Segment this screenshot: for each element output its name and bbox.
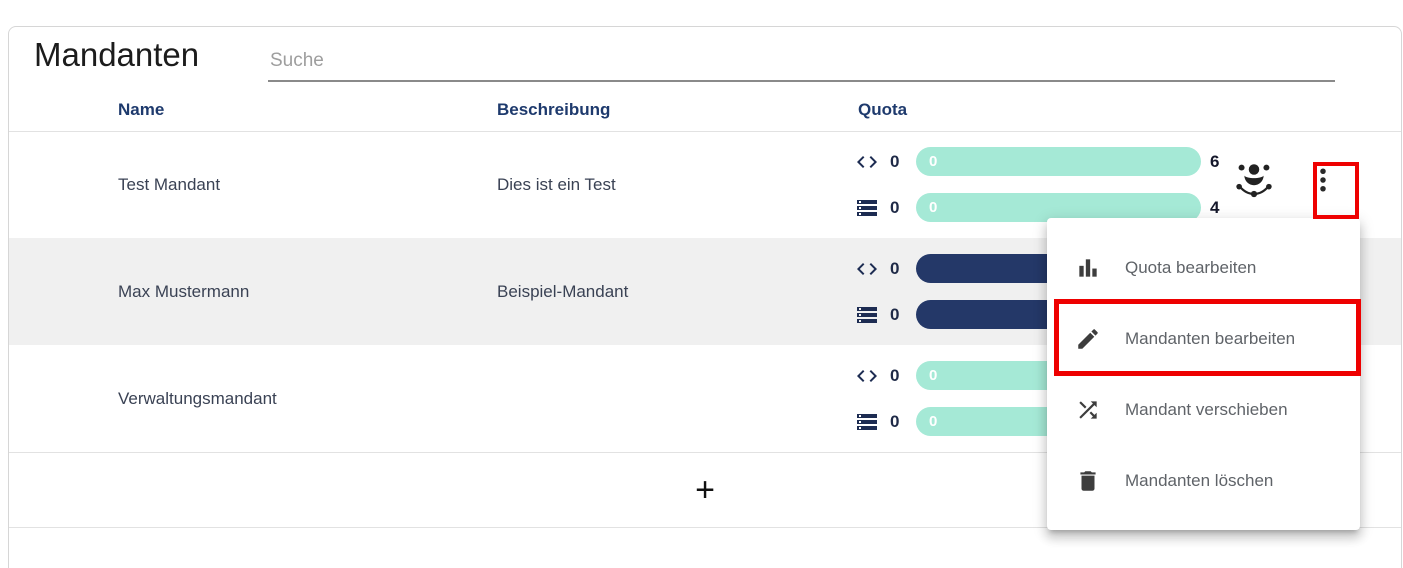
storage-icon [855,303,881,327]
code-icon [855,257,881,281]
quota-bar: 0 [916,193,1201,222]
divider [9,527,1401,528]
column-header-name: Name [118,100,165,119]
tenant-name: Max Mustermann [118,281,250,301]
storage-icon [855,196,881,220]
quota-line: 0 0 6 [855,147,1224,176]
context-menu: Quota bearbeiten Mandanten bearbeiten Ma… [1047,218,1360,530]
bar-chart-icon [1075,255,1101,281]
quota-line: 0 0 4 [855,193,1224,222]
column-header-quota: Quota [858,100,908,119]
quota-limit: 4 [1210,197,1220,217]
sub-tenants-button[interactable] [1232,159,1276,203]
storage-icon [855,410,881,434]
page-title: Mandanten [34,36,200,73]
shuffle-icon [1075,397,1101,423]
quota-used: 0 [890,151,900,171]
plus-icon: + [695,470,715,509]
quota-used: 0 [890,411,900,431]
menu-item-mandant-verschieben[interactable]: Mandant verschieben [1047,374,1360,445]
quota-bar-label: 0 [929,199,938,216]
quota-used: 0 [890,304,900,324]
group-network-icon [1233,159,1275,204]
quota-used: 0 [890,365,900,385]
search-input[interactable] [268,42,1335,82]
table-row[interactable]: Test Mandant Dies ist ein Test 0 0 6 0 0… [9,131,1401,238]
quota-bar: 0 [916,147,1201,176]
menu-item-label: Mandant verschieben [1125,399,1288,419]
row-more-menu-button[interactable] [1301,159,1345,203]
menu-item-mandanten-loeschen[interactable]: Mandanten löschen [1047,445,1360,516]
tenant-description: Dies ist ein Test [497,174,616,194]
menu-item-quota-bearbeiten[interactable]: Quota bearbeiten [1047,232,1360,303]
menu-item-label: Quota bearbeiten [1125,257,1257,277]
trash-icon [1075,468,1101,494]
code-icon [855,150,881,174]
menu-item-label: Mandanten bearbeiten [1125,328,1296,348]
menu-item-label: Mandanten löschen [1125,470,1274,490]
more-vert-icon [1308,165,1338,198]
divider [9,131,1401,132]
quota-used: 0 [890,258,900,278]
tenant-description: Beispiel-Mandant [497,281,629,301]
quota-bar-label: 0 [929,413,938,430]
tenant-name: Verwaltungsmandant [118,388,277,408]
quota-used: 0 [890,197,900,217]
quota-bar-label: 0 [929,153,938,170]
quota-limit: 6 [1210,151,1220,171]
pencil-icon [1075,326,1101,352]
divider [9,452,1401,453]
column-header-description: Beschreibung [497,100,611,119]
code-icon [855,364,881,388]
quota-bar-label: 0 [929,367,938,384]
menu-item-mandanten-bearbeiten[interactable]: Mandanten bearbeiten [1047,303,1360,374]
tenant-name: Test Mandant [118,174,221,194]
add-tenant-button[interactable]: + [9,452,1401,527]
